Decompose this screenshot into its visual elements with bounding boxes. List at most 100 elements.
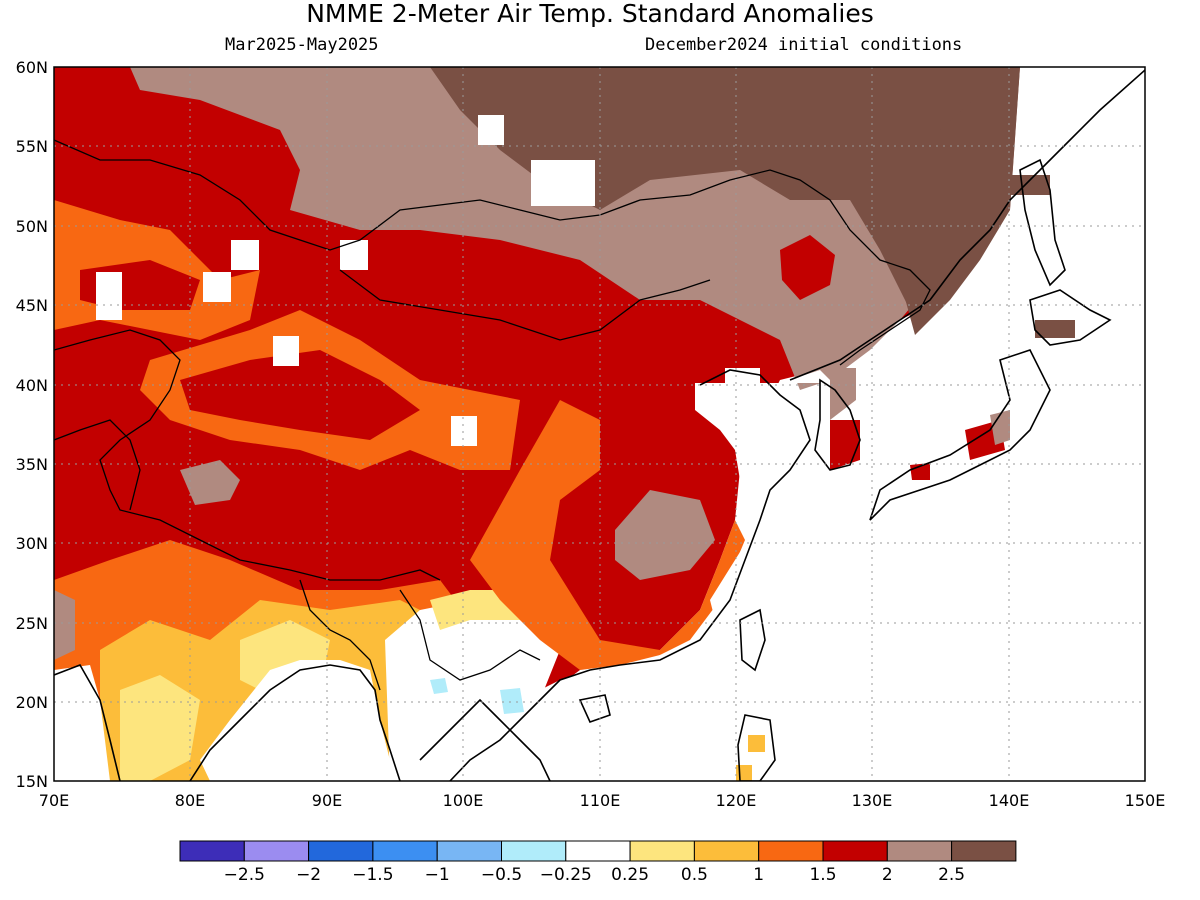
lake-mask <box>96 272 122 320</box>
negative-anomaly-a <box>430 678 448 694</box>
coastlines <box>54 69 1145 781</box>
map-frame <box>53 66 1146 782</box>
colorbar-label: 0.25 <box>611 865 649 885</box>
bay-of-bengal-mask <box>200 660 395 781</box>
init-label: December2024 initial conditions <box>645 35 962 55</box>
japan-brown <box>990 410 1010 445</box>
coastline <box>814 378 861 471</box>
lat-label: 15N <box>16 772 48 791</box>
map-area <box>54 67 1145 781</box>
luzon-yellow <box>736 765 752 781</box>
lat-label: 60N <box>16 58 48 77</box>
coastline <box>578 694 611 723</box>
lat-label: 55N <box>16 137 48 156</box>
manchuria-dark-brown <box>900 67 1020 335</box>
period-label: Mar2025-May2025 <box>225 35 379 55</box>
colorbar-swatch <box>501 840 567 862</box>
colorbar-swatch <box>886 840 953 862</box>
lake-mask <box>231 240 259 270</box>
colorbar-label: 2.5 <box>938 865 965 885</box>
lon-label: 140E <box>989 791 1030 810</box>
colorbar-label: 0.5 <box>681 865 708 885</box>
latitude-labels: 60N 55N 50N 45N 40N 35N 30N 25N 20N 15N <box>16 58 48 791</box>
pakistan-brown <box>54 590 75 660</box>
tarim-red <box>180 350 420 440</box>
colorbar-swatch <box>758 840 824 862</box>
coastline <box>1029 289 1112 346</box>
coastline <box>449 369 811 781</box>
colorbar-label: 2 <box>882 865 893 885</box>
lon-label: 130E <box>852 791 893 810</box>
lat-label: 30N <box>16 534 48 553</box>
lat-label: 25N <box>16 614 48 633</box>
lon-label: 70E <box>39 791 69 810</box>
colorbar-swatch <box>436 840 503 862</box>
sakhalin-brown <box>1005 175 1050 195</box>
border-line <box>54 419 141 511</box>
lon-label: 120E <box>716 791 757 810</box>
lon-label: 90E <box>312 791 342 810</box>
coastline <box>869 349 1051 521</box>
map-title: NMME 2-Meter Air Temp. Standard Anomalie… <box>306 0 874 28</box>
lake-mask <box>273 336 299 366</box>
colorbar-swatch <box>308 840 374 862</box>
colorbar-swatch <box>629 840 695 862</box>
colorbar-label: −0.25 <box>540 865 592 885</box>
coastline <box>54 664 121 781</box>
colorbar-swatch <box>693 840 760 862</box>
gridlines <box>54 67 1145 781</box>
lat-label: 45N <box>16 296 48 315</box>
border-line <box>399 589 541 681</box>
colorbar: −2.5 −2 −1.5 −1 −0.5 −0.25 0.25 0.5 1 1.5 2 2.5 <box>179 840 1017 885</box>
sichuan-brown <box>615 490 715 580</box>
lake-mask <box>340 240 368 270</box>
siberia-red-blob <box>780 235 835 300</box>
coastline <box>789 69 1145 381</box>
coastline <box>1019 158 1066 287</box>
colorbar-swatch <box>951 840 1017 862</box>
coastline <box>419 698 551 781</box>
colorbar-swatch <box>372 840 438 862</box>
taiwan-yellow <box>748 735 765 752</box>
colorbar-swatch <box>565 840 631 862</box>
lon-label: 80E <box>175 791 205 810</box>
lat-label: 20N <box>16 693 48 712</box>
lat-label: 35N <box>16 455 48 474</box>
colorbar-label: −0.5 <box>481 865 522 885</box>
lake-mask <box>478 115 504 145</box>
longitude-labels: 70E 80E 90E 100E 110E 120E 130E 140E 150… <box>39 791 1166 810</box>
colorbar-label: −1 <box>425 865 450 885</box>
far-east-dark-brown <box>430 67 1020 330</box>
coastline <box>737 714 776 781</box>
yellow-sea-mask <box>780 67 1145 781</box>
korea-brown <box>830 368 856 420</box>
lake-mask <box>531 160 595 206</box>
east-sea-mask <box>695 368 800 781</box>
tibet-brown-blob <box>180 460 240 505</box>
colorbar-swatch <box>243 840 310 862</box>
colorbar-swatch <box>822 840 888 862</box>
coastline <box>739 608 766 672</box>
lon-label: 150E <box>1125 791 1166 810</box>
lat-label: 50N <box>16 217 48 236</box>
negative-anomaly-b <box>500 688 524 714</box>
hokkaido-brown <box>1035 320 1075 338</box>
border-line <box>339 269 711 341</box>
colorbar-label: −1.5 <box>352 865 393 885</box>
lon-label: 110E <box>580 791 621 810</box>
colorbar-label: 1 <box>753 865 764 885</box>
lon-label: 100E <box>443 791 484 810</box>
colorbar-swatch <box>179 840 245 862</box>
colorbar-label: −2 <box>296 865 321 885</box>
coastline <box>189 664 401 781</box>
south-china-orange <box>470 400 745 670</box>
colorbar-label: −2.5 <box>224 865 265 885</box>
border-line <box>299 579 381 691</box>
kyushu-red <box>910 463 930 480</box>
lat-label: 40N <box>16 376 48 395</box>
colorbar-label: 1.5 <box>809 865 836 885</box>
border-line <box>54 329 441 581</box>
lake-mask <box>203 272 231 302</box>
lake-mask <box>451 416 477 446</box>
